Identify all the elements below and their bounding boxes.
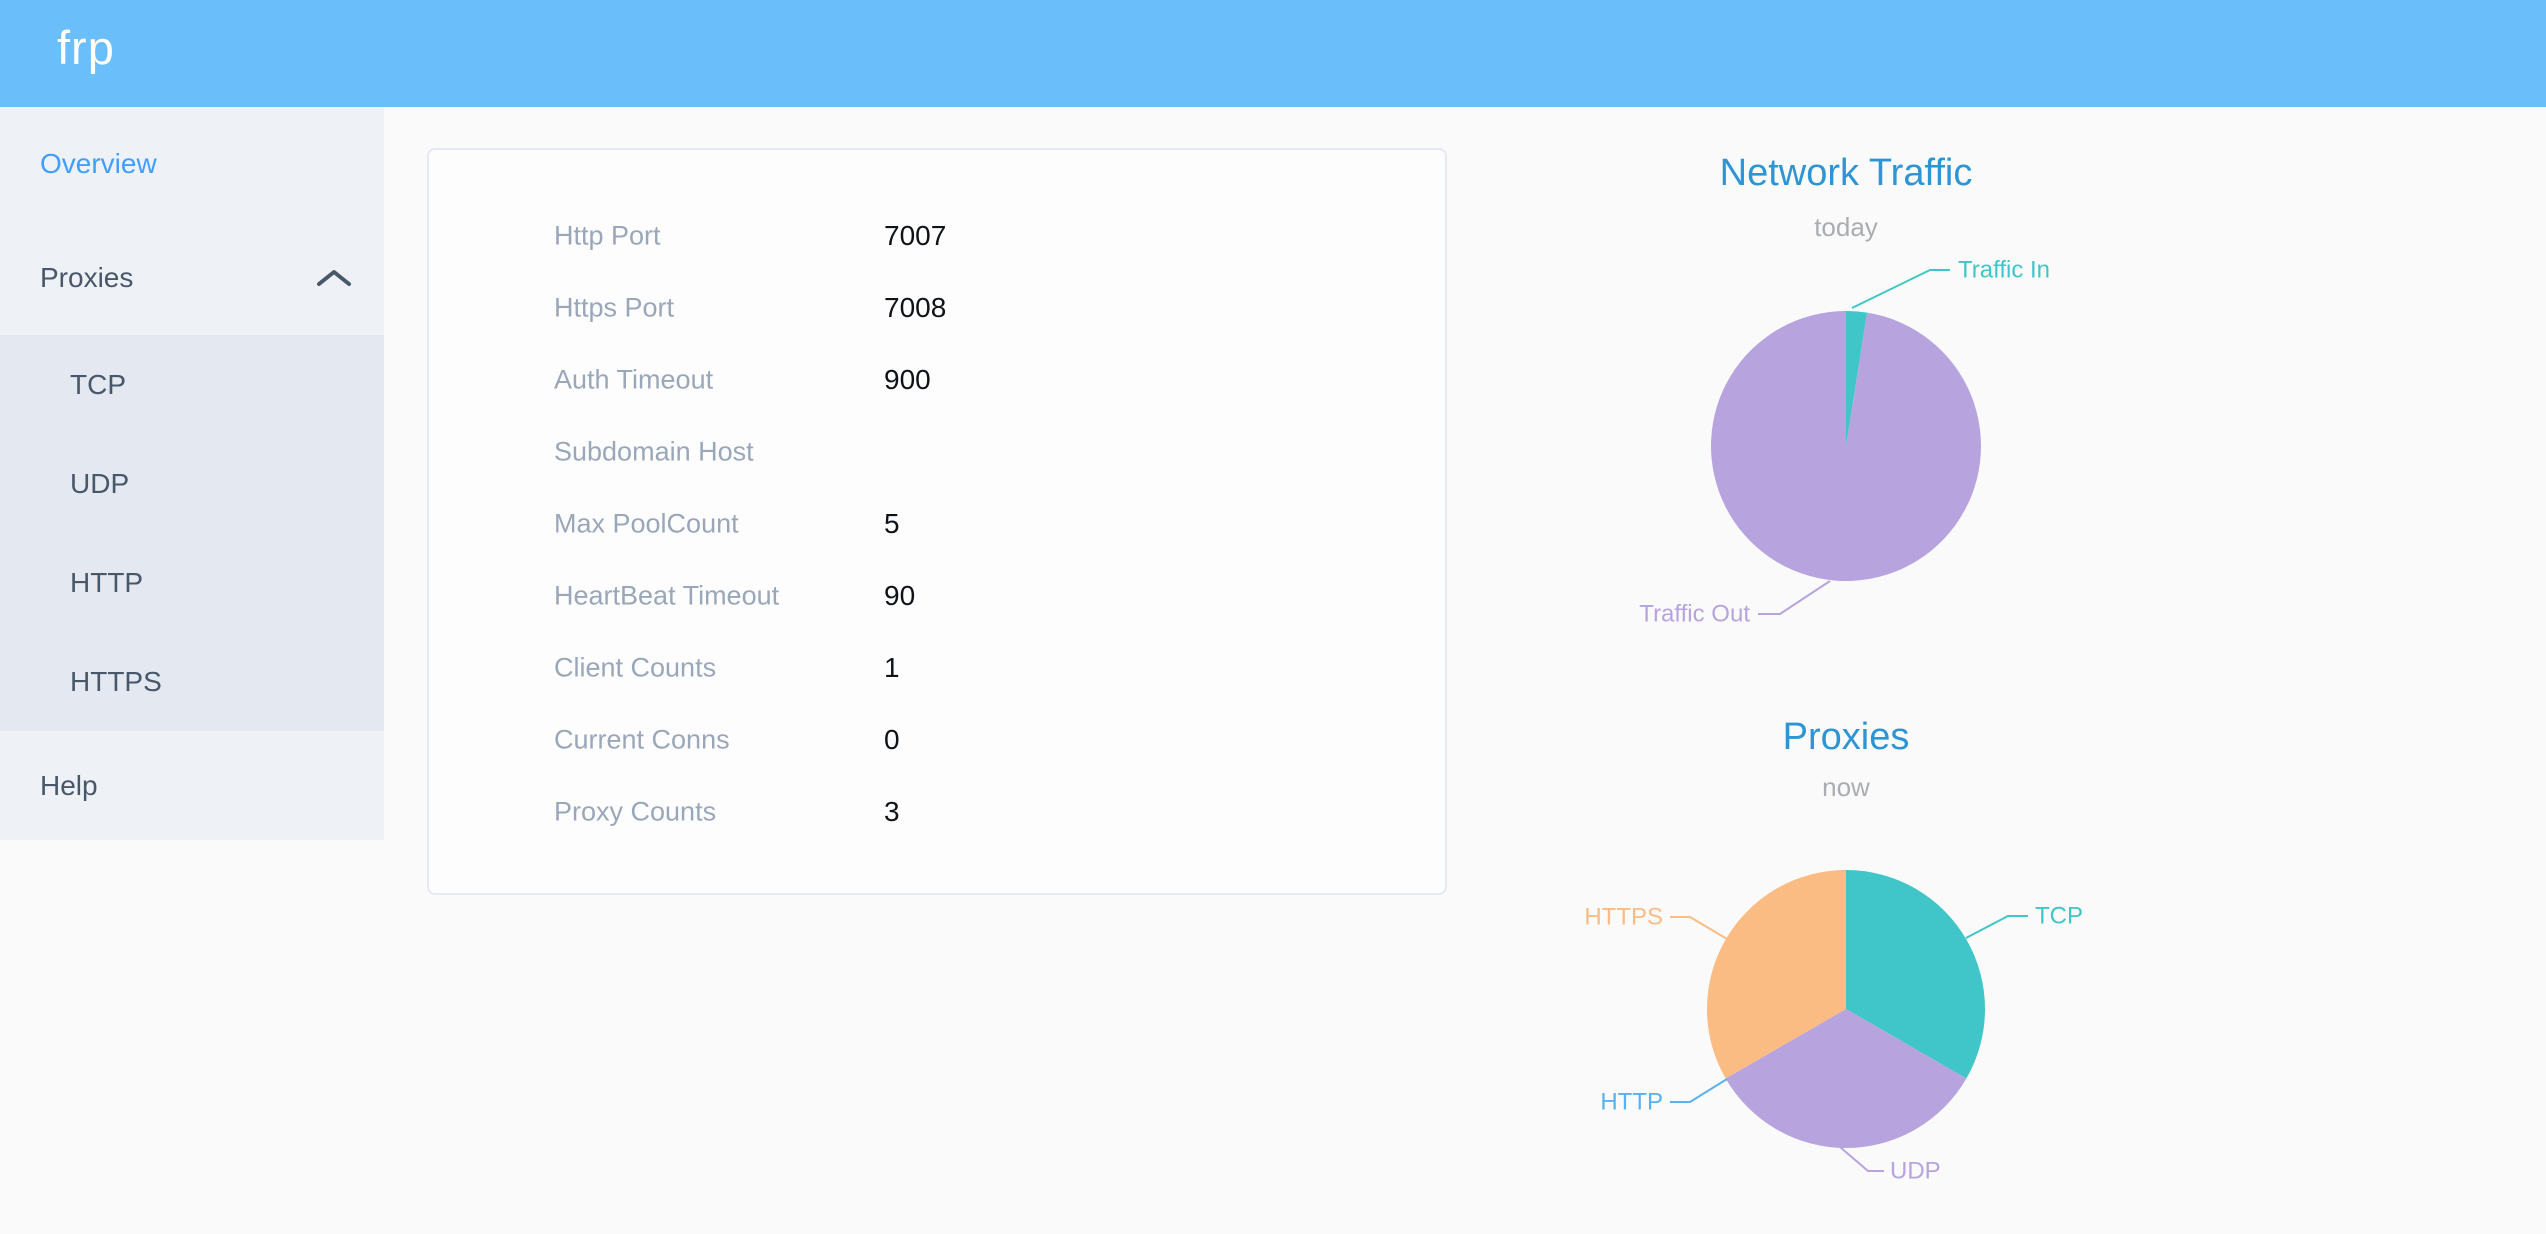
info-label: Https Port bbox=[554, 292, 675, 323]
chart-title-network-traffic: Network Traffic bbox=[1720, 152, 1973, 194]
sidebar-item-tcp[interactable]: TCP bbox=[0, 335, 384, 434]
info-label: Client Counts bbox=[554, 652, 717, 683]
pie-label-line-traffic-in bbox=[1851, 269, 1950, 309]
chevron-up-icon[interactable] bbox=[316, 268, 352, 288]
info-label: Subdomain Host bbox=[554, 436, 754, 467]
sidebar-item-http[interactable]: HTTP bbox=[0, 533, 384, 632]
info-value: 0 bbox=[884, 724, 900, 755]
pie-label-traffic-in: Traffic In bbox=[1958, 257, 2050, 284]
info-value: 1 bbox=[884, 652, 900, 683]
sidebar-item-proxies-label: Proxies bbox=[40, 262, 134, 293]
pie-slice-traffic-in[interactable] bbox=[1846, 311, 1868, 446]
info-value: 7008 bbox=[884, 292, 947, 323]
pie-slice-traffic-out[interactable] bbox=[1710, 311, 1981, 581]
sidebar-item-https-label: HTTPS bbox=[70, 665, 162, 697]
chart-title-proxies: Proxies bbox=[1783, 716, 1910, 758]
info-label: Max PoolCount bbox=[554, 508, 739, 539]
pie-slice-tcp[interactable] bbox=[1846, 870, 1986, 1079]
server-info-card: Http Port 7007 Https Port 7008 Auth Timeout 9… bbox=[427, 148, 1447, 895]
pie-label-http: HTTP bbox=[1600, 1089, 1663, 1116]
pie-label-line-tcp bbox=[1965, 915, 2028, 939]
info-row-http-port: Http Port 7007 bbox=[429, 200, 1445, 272]
pie-label-line-https bbox=[1670, 916, 1728, 940]
info-label: Proxy Counts bbox=[554, 796, 717, 827]
app-logo: frp bbox=[57, 21, 115, 74]
pie-slice-https[interactable] bbox=[1707, 870, 1846, 1079]
info-row-client-counts: Client Counts 1 bbox=[429, 632, 1445, 704]
info-label: HeartBeat Timeout bbox=[554, 580, 780, 611]
chart-subtitle-proxies: now bbox=[1822, 772, 1870, 802]
sidebar-item-overview-label: Overview bbox=[40, 148, 157, 179]
sidebar-item-help[interactable]: Help bbox=[0, 731, 384, 840]
app-header: frp bbox=[0, 0, 2546, 107]
info-row-max-poolcount: Max PoolCount 5 bbox=[429, 488, 1445, 560]
info-row-https-port: Https Port 7008 bbox=[429, 272, 1445, 344]
sidebar-item-tcp-label: TCP bbox=[70, 368, 126, 400]
info-value: 900 bbox=[884, 364, 931, 395]
pie-label-line-udp bbox=[1839, 1146, 1884, 1172]
info-value: 3 bbox=[884, 796, 900, 827]
info-row-proxy-counts: Proxy Counts 3 bbox=[429, 776, 1445, 848]
chart-subtitle-network-traffic: today bbox=[1814, 212, 1878, 242]
pie-label-tcp: TCP bbox=[2035, 903, 2083, 930]
sidebar-submenu-proxies: TCP UDP HTTP HTTPS bbox=[0, 335, 384, 731]
sidebar-item-https[interactable]: HTTPS bbox=[0, 632, 384, 731]
pie-label-traffic-out: Traffic Out bbox=[1639, 601, 1750, 628]
sidebar-item-udp[interactable]: UDP bbox=[0, 434, 384, 533]
sidebar-item-proxies[interactable]: Proxies bbox=[0, 221, 384, 335]
pie-label-https: HTTPS bbox=[1584, 904, 1663, 931]
info-label: Auth Timeout bbox=[554, 364, 714, 395]
sidebar-item-overview[interactable]: Overview bbox=[0, 107, 384, 221]
pie-label-line-traffic-out bbox=[1758, 580, 1831, 615]
pie-label-line-http bbox=[1670, 1078, 1728, 1103]
sidebar-item-udp-label: UDP bbox=[70, 467, 130, 499]
info-value: 7007 bbox=[884, 220, 947, 251]
server-info-rows: Http Port 7007 Https Port 7008 Auth Timeout 9… bbox=[429, 150, 1445, 848]
info-value: 90 bbox=[884, 580, 916, 611]
info-row-auth-timeout: Auth Timeout 900 bbox=[429, 344, 1445, 416]
sidebar-item-help-label: Help bbox=[40, 769, 98, 801]
sidebar-item-http-label: HTTP bbox=[70, 566, 144, 598]
pie-slice-udp[interactable] bbox=[1725, 1009, 1967, 1149]
info-row-heartbeat-timeout: HeartBeat Timeout 90 bbox=[429, 560, 1445, 632]
info-row-current-conns: Current Conns 0 bbox=[429, 704, 1445, 776]
info-row-subdomain-host: Subdomain Host bbox=[429, 416, 1445, 488]
info-label: Current Conns bbox=[554, 724, 730, 755]
sidebar-menu: Overview Proxies TCP UDP HTTP HTTPS Help bbox=[0, 107, 384, 840]
info-value: 5 bbox=[884, 508, 900, 539]
pie-label-udp: UDP bbox=[1890, 1158, 1941, 1185]
info-label: Http Port bbox=[554, 220, 661, 251]
